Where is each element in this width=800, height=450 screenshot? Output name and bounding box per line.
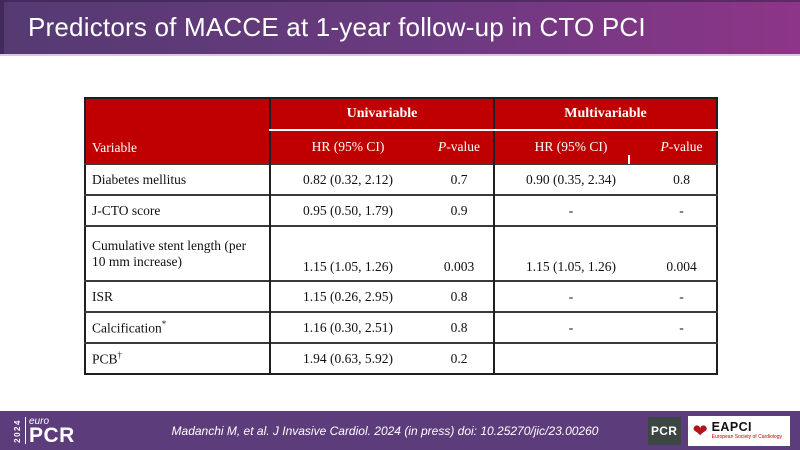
multi-p-value: - <box>647 280 717 312</box>
eapci-logo: ❤ EAPCI European Society of Cardiology <box>687 415 790 446</box>
table-row-pcb: PCB† 1.94 (0.63, 5.92) 0.2 <box>85 342 717 374</box>
variable-label: Diabetes mellitus <box>85 163 270 195</box>
uni-p-value: 0.7 <box>425 163 494 195</box>
multi-p-value: - <box>647 311 717 343</box>
multi-hr-value: - <box>493 280 647 312</box>
footnote-marker-dagger: † <box>117 349 123 360</box>
citation-text: Madanchi M, et al. J Invasive Cardiol. 2… <box>171 423 599 438</box>
multi-hr-value: 0.90 (0.35, 2.34) <box>493 163 647 195</box>
cursor-artifact <box>628 155 630 164</box>
variable-label: Cumulative stent length (per 10 mm incre… <box>85 225 270 281</box>
uni-p-italic: P <box>438 139 447 154</box>
footnote-marker-asterisk: * <box>161 318 167 329</box>
slide-title: Predictors of MACCE at 1-year follow-up … <box>28 12 646 42</box>
europcr-logo-divider <box>25 417 26 444</box>
pcr-logo: PCR <box>647 416 681 445</box>
europcr-pcr-text: PCR <box>29 423 75 447</box>
uni-hr-value: 1.16 (0.30, 2.51) <box>269 311 425 343</box>
uni-hr-value: 1.15 (1.05, 1.26) <box>269 225 425 281</box>
variable-label: PCB† <box>85 342 270 374</box>
table-row-diabetes-mellitus: Diabetes mellitus 0.82 (0.32, 2.12) 0.7 … <box>85 163 717 195</box>
results-table-container: Variable Univariable Multivariable HR (9… <box>84 97 718 375</box>
variable-label: ISR <box>85 280 270 312</box>
uni-p-value: 0.8 <box>425 311 494 343</box>
variable-label: Calcification* <box>85 311 270 343</box>
uni-p-value: 0.003 <box>425 225 494 281</box>
uni-hr-value: 0.95 (0.50, 1.79) <box>269 194 425 226</box>
column-group-univariable: Univariable <box>269 98 494 131</box>
uni-p-value: 0.2 <box>425 342 494 374</box>
europcr-euro-text: euro <box>29 415 50 427</box>
europcr-logo: 2024 euro PCR <box>13 415 75 447</box>
multi-p-value: 0.8 <box>647 163 717 195</box>
uni-hr-value: 1.94 (0.63, 5.92) <box>269 342 425 374</box>
eapci-heart-icon: ❤ <box>692 420 708 441</box>
eapci-tagline: European Society of Cardiology <box>711 434 782 441</box>
column-header-uni-pvalue: P-value <box>425 129 494 164</box>
column-group-multivariable: Multivariable <box>493 98 717 131</box>
table-row-calcification: Calcification* 1.16 (0.30, 2.51) 0.8 - - <box>85 311 717 343</box>
multi-p-value <box>647 342 717 374</box>
results-table: Variable Univariable Multivariable HR (9… <box>84 97 718 375</box>
uni-hr-label: HR (95% CI) <box>311 139 385 154</box>
table-row-jcto-score: J-CTO score 0.95 (0.50, 1.79) 0.9 - - <box>85 194 717 226</box>
table-row-cumulative-stent-length: Cumulative stent length (per 10 mm incre… <box>85 225 717 281</box>
europcr-wordmark: euro PCR <box>29 415 75 447</box>
column-header-uni-hr: HR (95% CI) <box>269 129 425 164</box>
uni-hr-value: 0.82 (0.32, 2.12) <box>269 163 425 195</box>
variable-label: J-CTO score <box>85 194 270 226</box>
multi-hr-label: HR (95% CI) <box>534 139 608 154</box>
title-banner: Predictors of MACCE at 1-year follow-up … <box>0 0 800 56</box>
multi-p-italic: P <box>660 139 669 154</box>
column-header-multi-pvalue: P-value <box>647 129 717 164</box>
multi-hr-value: 1.15 (1.05, 1.26) <box>493 225 647 281</box>
table-header: Variable Univariable Multivariable HR (9… <box>85 98 717 164</box>
table-body: Diabetes mellitus 0.82 (0.32, 2.12) 0.7 … <box>85 163 717 374</box>
uni-p-value: 0.8 <box>425 280 494 312</box>
multi-hr-value: - <box>493 194 647 226</box>
eapci-name: EAPCI <box>711 419 752 434</box>
column-header-multi-hr: HR (95% CI) <box>493 129 647 164</box>
multi-hr-value <box>493 342 647 374</box>
table-row-isr: ISR 1.15 (0.26, 2.95) 0.8 - - <box>85 280 717 312</box>
multi-p-value: - <box>647 194 717 226</box>
eapci-text-block: EAPCI European Society of Cardiology <box>711 419 782 441</box>
footer-logos: PCR ❤ EAPCI European Society of Cardiolo… <box>647 415 790 446</box>
multi-p-suffix: -value <box>668 139 703 154</box>
uni-hr-value: 1.15 (0.26, 2.95) <box>269 280 425 312</box>
column-header-variable: Variable <box>85 98 270 164</box>
uni-p-value: 0.9 <box>425 194 494 226</box>
multi-p-value: 0.004 <box>647 225 717 281</box>
uni-p-suffix: -value <box>446 139 480 154</box>
multi-hr-value: - <box>493 311 647 343</box>
footer-bar: 2024 euro PCR Madanchi M, et al. J Invas… <box>0 411 800 450</box>
